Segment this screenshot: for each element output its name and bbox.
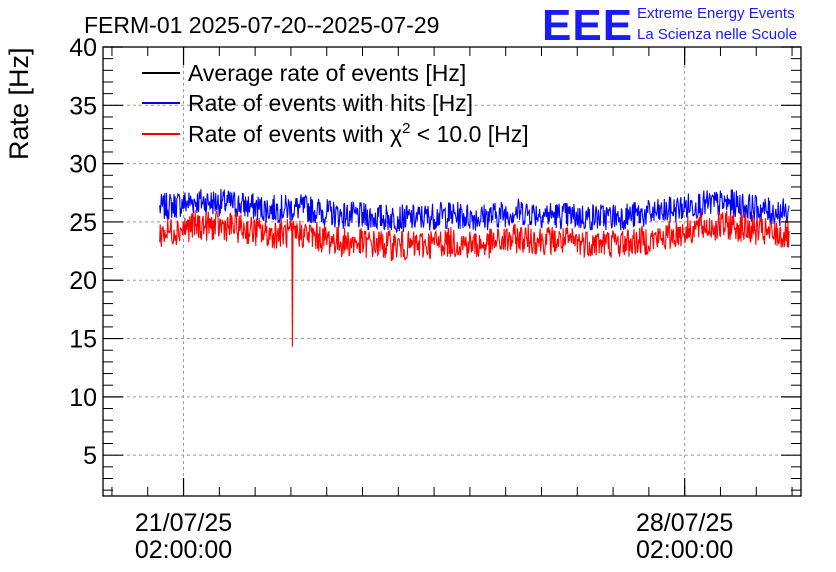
y-tick-label: 40 xyxy=(69,34,97,62)
y-tick-label: 25 xyxy=(69,209,97,237)
legend: Average rate of events [Hz] Rate of event… xyxy=(142,60,529,147)
axis-ticks: 51015202530354021/07/2502:00:0028/07/250… xyxy=(69,34,801,564)
y-axis-label: Rate [Hz] xyxy=(4,47,34,160)
chart-title: FERM-01 2025-07-20--2025-07-29 xyxy=(84,12,439,38)
series-line-2 xyxy=(159,209,790,347)
legend-label-1: Rate of events with hits [Hz] xyxy=(188,90,473,116)
y-tick-label: 10 xyxy=(69,384,97,412)
y-tick-label: 5 xyxy=(83,442,97,470)
series-line-1 xyxy=(159,188,790,234)
logo-line-2: La Scienza nelle Scuole xyxy=(637,26,797,43)
plot-frame xyxy=(102,46,802,497)
legend-label-0: Average rate of events [Hz] xyxy=(188,60,466,86)
series-layer xyxy=(159,188,790,347)
x-tick-label-time: 02:00:00 xyxy=(135,536,232,564)
eee-logo-icon: EEE xyxy=(542,1,633,50)
y-tick-label: 30 xyxy=(69,151,97,179)
logo-line-1: Extreme Energy Events xyxy=(637,5,795,22)
x-tick-label-time: 02:00:00 xyxy=(636,536,733,564)
x-tick-label-date: 28/07/25 xyxy=(636,509,733,537)
y-tick-label: 20 xyxy=(69,267,97,295)
y-tick-label: 35 xyxy=(69,92,97,120)
legend-label-2: Rate of events with χ2 < 10.0 [Hz] xyxy=(188,120,529,147)
x-tick-label-date: 21/07/25 xyxy=(135,509,232,537)
y-tick-label: 15 xyxy=(69,326,97,354)
